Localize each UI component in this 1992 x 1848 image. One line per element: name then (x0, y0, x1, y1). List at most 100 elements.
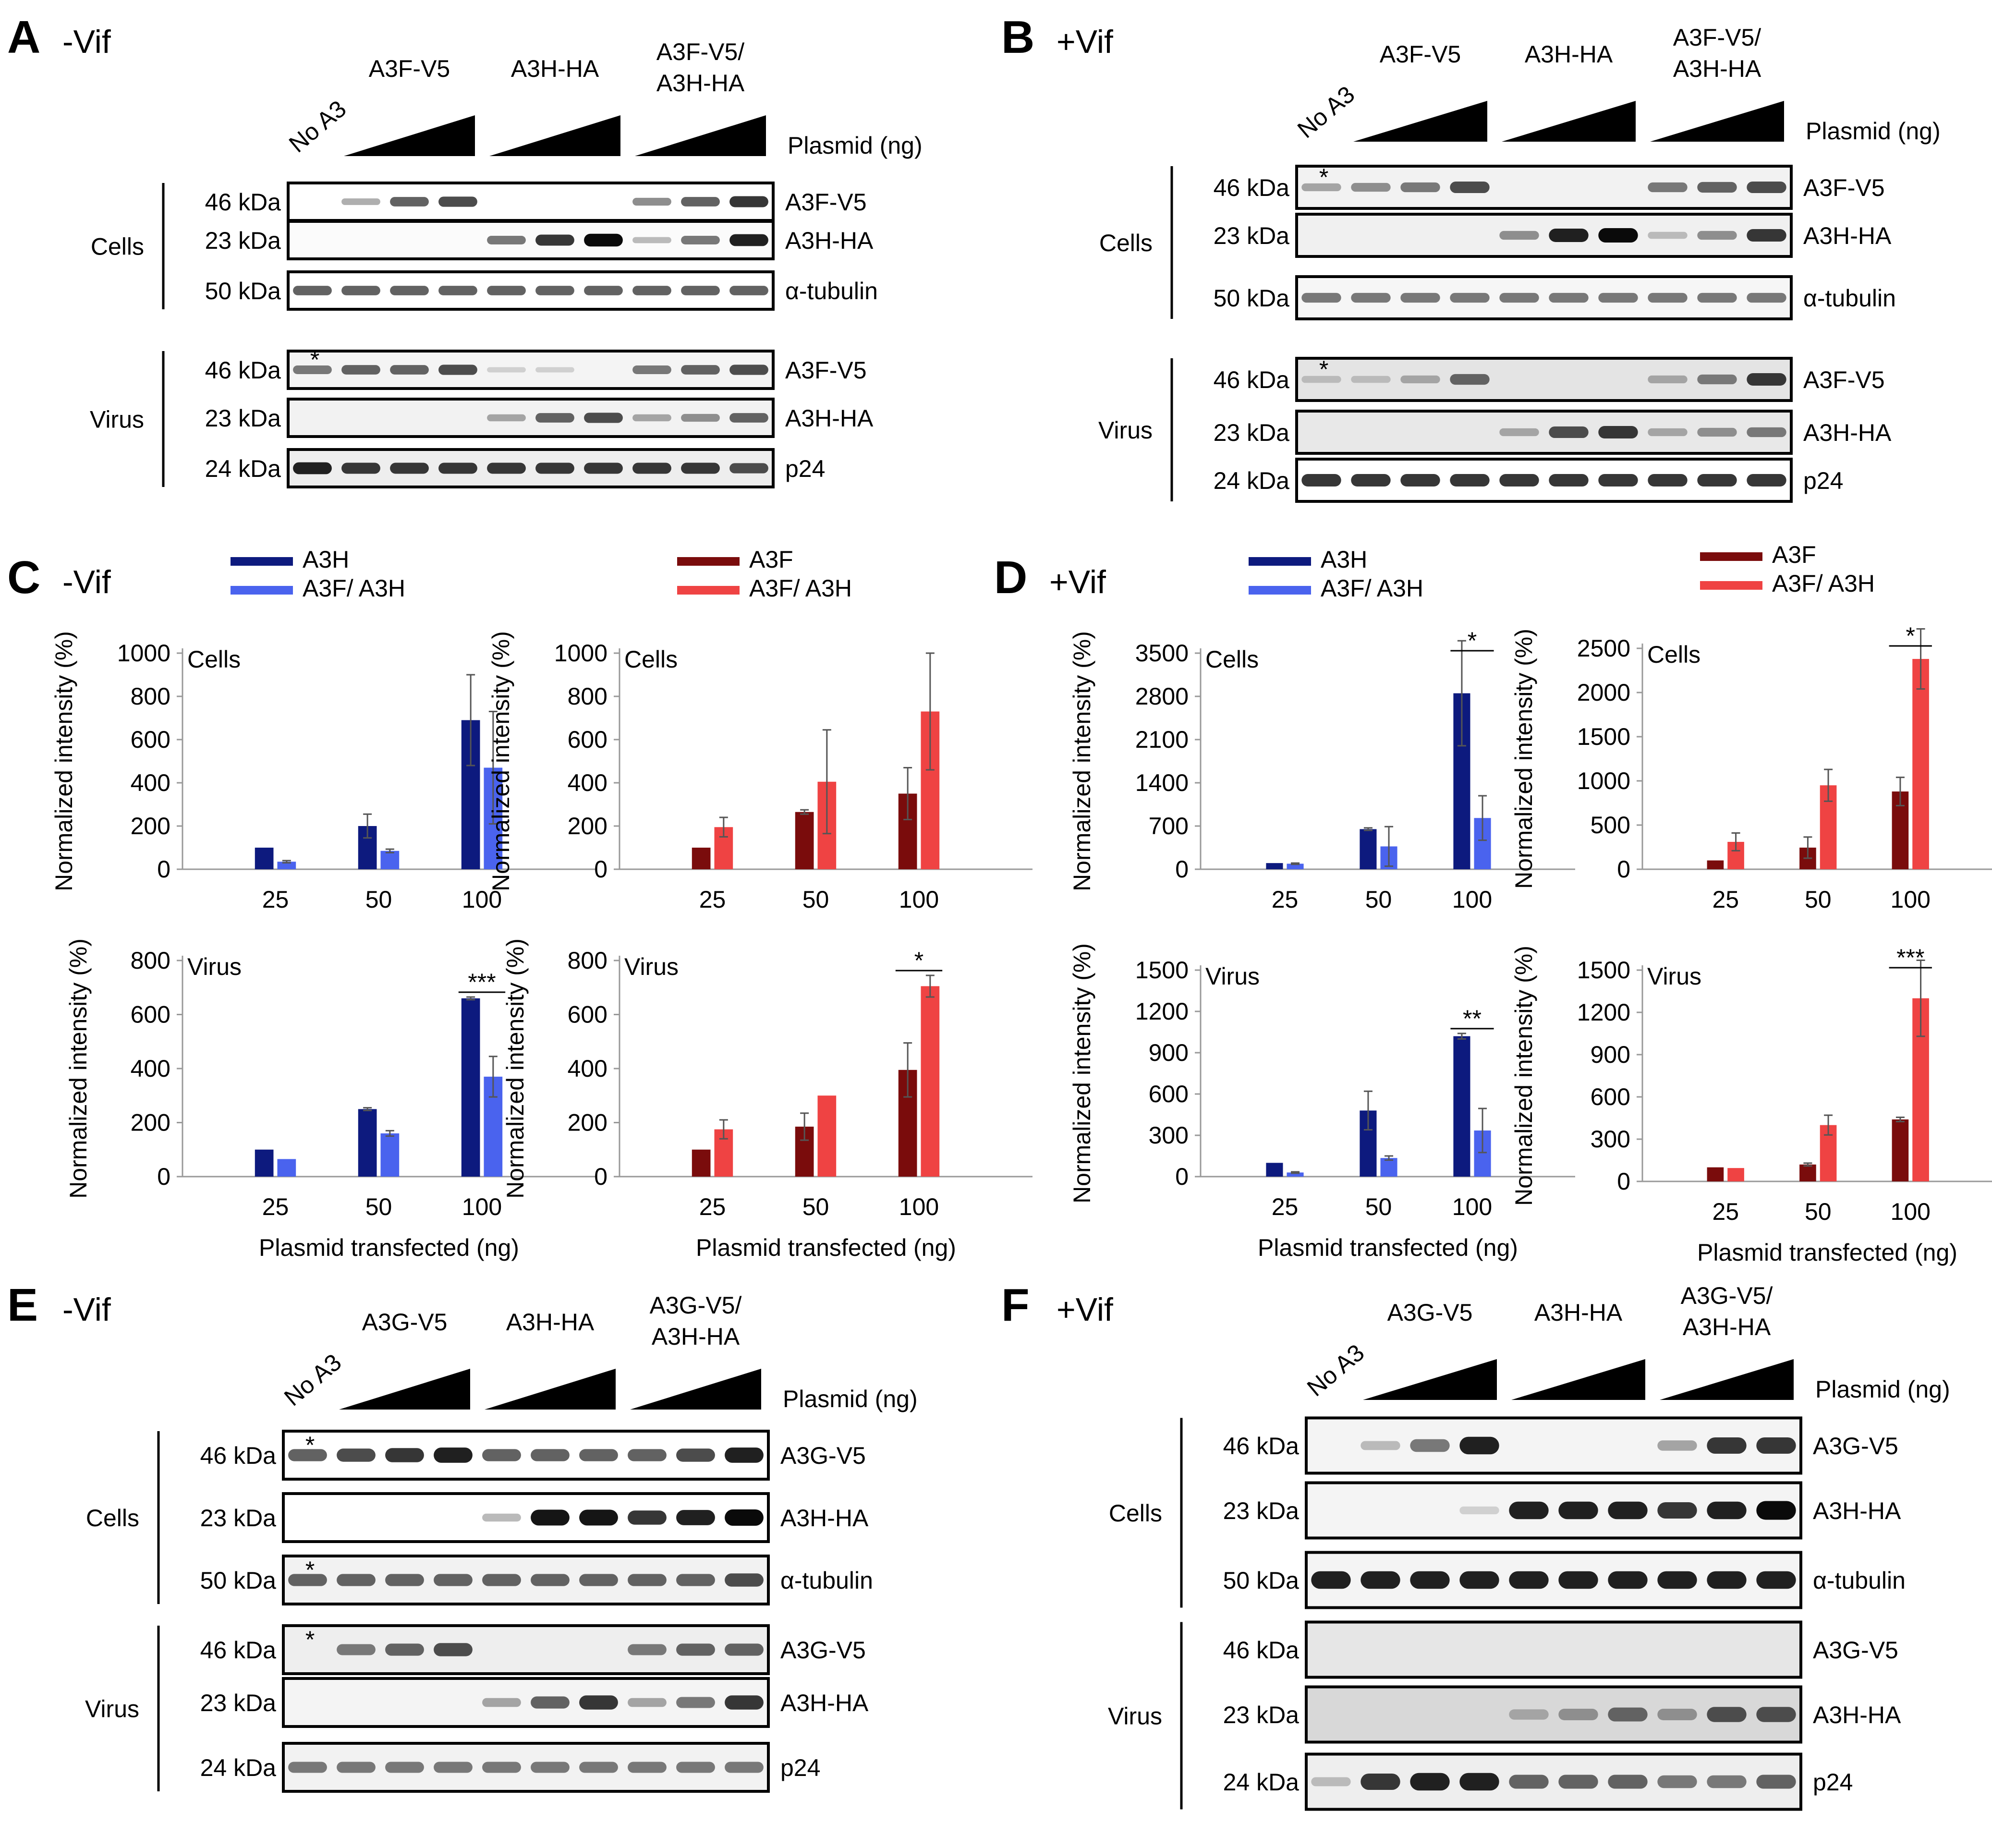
y-tick-label: 600 (568, 1001, 607, 1028)
y-tick-label: 200 (131, 813, 170, 839)
dose-gradient-triangle (339, 1369, 470, 1410)
blot-band (1301, 376, 1341, 383)
blot-band (337, 1574, 376, 1586)
mw-label: 24 kDa (205, 455, 281, 482)
group-label: A3G-V5 (362, 1309, 448, 1336)
blot-band (729, 463, 768, 474)
blot-band (1697, 231, 1737, 240)
mw-label: 46 kDa (205, 357, 281, 384)
blot-band (1549, 474, 1589, 487)
blot-band (1549, 292, 1589, 303)
blot-band (1558, 1501, 1598, 1520)
mw-label: 46 kDa (200, 1442, 277, 1469)
blot-band (390, 365, 429, 375)
protein-label: A3H-HA (1803, 419, 1892, 446)
y-tick-label: 800 (131, 947, 170, 974)
y-tick-label: 300 (1149, 1122, 1189, 1149)
y-tick-label: 600 (568, 726, 607, 753)
blot-band (531, 1574, 570, 1586)
protein-label: p24 (785, 455, 825, 482)
blot-panel-F: F +Vif No A3 A3G-V5 A3H-HA A3G-V5/A3H-HA Plasm… (1001, 1279, 1950, 1811)
x-tick-label: 25 (699, 886, 726, 913)
blot-band (1697, 427, 1737, 437)
blot-band (725, 1762, 764, 1773)
blot-band (1747, 229, 1786, 242)
x-tick-label: 50 (365, 886, 392, 913)
blot-band (1459, 1506, 1499, 1515)
y-tick-label: 0 (1175, 856, 1189, 883)
chart-C-1: 0 200 400 600 800 1000 Normalized intensity (%… (487, 546, 1032, 913)
no-a3-label: No A3 (284, 95, 351, 158)
legend-label: A3F (1772, 541, 1816, 568)
blot-band (341, 198, 380, 205)
blot-band (1410, 1439, 1450, 1452)
dose-gradient-triangle (1353, 101, 1487, 142)
bar-single (1707, 1167, 1724, 1181)
group-label: A3H-HA (652, 1323, 740, 1350)
panel-letter: B (1001, 12, 1034, 63)
blot-band (535, 462, 574, 474)
chart-subtitle: Cells (1647, 641, 1700, 668)
y-tick-label: 1400 (1135, 769, 1189, 796)
group-label: A3G-V5/ (1681, 1282, 1773, 1309)
group-label: A3F-V5/ (656, 38, 745, 65)
plasmid-label: Plasmid (ng) (788, 132, 923, 159)
blot-band (385, 1574, 424, 1586)
protein-label: A3G-V5 (1813, 1637, 1898, 1664)
blot-band (1410, 1773, 1450, 1791)
blot-band (1608, 1571, 1648, 1589)
blot-band (390, 462, 429, 474)
x-tick-label: 25 (699, 1193, 726, 1220)
blot-band (1509, 1501, 1549, 1520)
blot-band (438, 196, 477, 207)
group-label: A3F-V5 (1380, 41, 1461, 68)
group-label: A3H-HA (1683, 1313, 1771, 1340)
panel-letter: A (7, 12, 40, 63)
x-axis-label: Plasmid transfected (ng) (1258, 1234, 1518, 1261)
chart-D-6: 0 300 600 900 1200 1500 Normalized intensity (… (1069, 943, 1575, 1261)
y-tick-label: 0 (157, 856, 170, 883)
mw-label: 50 kDa (1214, 285, 1290, 312)
group-label: A3H-HA (1673, 55, 1761, 82)
blot-band (725, 1509, 764, 1526)
blot-band (482, 1762, 521, 1773)
blot-band (1747, 373, 1786, 386)
bar-combined (380, 1133, 400, 1177)
blot-band (676, 1643, 715, 1656)
blot-band (1509, 1775, 1549, 1789)
bar-single (358, 1109, 377, 1177)
blot-band (1598, 228, 1638, 243)
blot-band (487, 462, 526, 474)
blot-band (1558, 1709, 1598, 1720)
no-a3-label: No A3 (1292, 81, 1360, 143)
x-axis-label: Plasmid transfected (ng) (1697, 1239, 1957, 1266)
blot-band (288, 1574, 327, 1586)
blot-band (1697, 182, 1737, 193)
dose-gradient-triangle (344, 115, 475, 156)
blot-band (1648, 182, 1688, 193)
panel-condition: +Vif (1057, 1291, 1113, 1328)
panel-condition: +Vif (1049, 564, 1106, 600)
blot-band (1648, 375, 1688, 384)
blot-band (1400, 375, 1440, 384)
x-tick-label: 100 (462, 1193, 502, 1220)
dose-gradient-triangle (1650, 101, 1784, 142)
blot-band (1707, 1501, 1747, 1520)
y-tick-label: 0 (1617, 856, 1630, 883)
x-tick-label: 25 (262, 1193, 289, 1220)
mw-label: 23 kDa (1223, 1702, 1300, 1728)
bar-single (1892, 1119, 1909, 1181)
y-tick-label: 600 (1591, 1083, 1630, 1110)
dose-gradient-triangle (489, 115, 620, 156)
blot-band (385, 1762, 424, 1773)
protein-label: A3F-V5 (785, 189, 867, 216)
legend-label: A3F/ A3H (303, 575, 405, 602)
bar-single (255, 848, 274, 869)
blot-band (1707, 1437, 1747, 1454)
blot-band (676, 1697, 715, 1708)
blot-band (438, 286, 477, 295)
blot-band (535, 286, 574, 295)
bar-combined (1287, 1172, 1304, 1177)
